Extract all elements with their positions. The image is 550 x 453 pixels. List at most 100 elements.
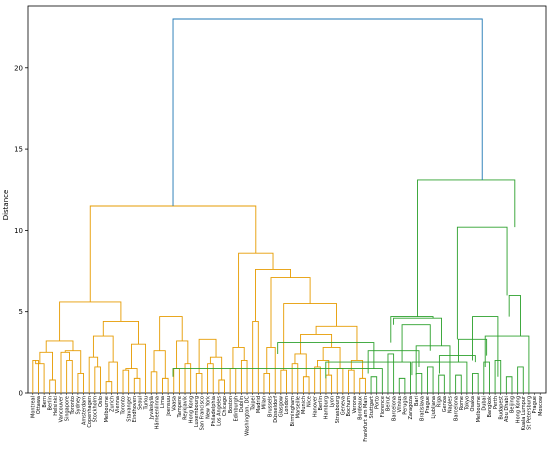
dendrogram-link [176,340,189,369]
dendrogram-link [350,360,364,379]
dendrogram-links [32,18,530,393]
dendrogram-link [172,368,383,393]
leaf-label: Bochum [346,396,352,417]
dendrogram-link [159,316,183,351]
dendrogram-link [198,338,217,374]
leaf-label: Helsinki [53,396,59,416]
leaf-label: Naples [448,396,454,413]
dendrogram-link [484,335,530,393]
leaf-label: Geneva [341,396,347,415]
leaf-labels: Montreal Ottawa Bern Berlin Helsinki Vancouve… [31,393,544,442]
dendrogram-link [398,377,406,393]
leaf-label: Luxembourg [194,396,200,427]
leaf-label: Beirut [386,396,392,411]
leaf-label: Jyväskylä [149,396,155,420]
leaf-label: Berlin [318,396,324,411]
leaf-label: Zaragoza [408,396,414,420]
leaf-label: Perth [493,396,499,409]
dendrogram-link [291,363,299,393]
leaf-label: Verona [352,396,358,413]
leaf-label: Riga [436,396,442,407]
leaf-label: London [284,396,290,414]
dendrogram-link [300,334,333,354]
y-tick-label: 0 [19,390,23,398]
dendrogram-link [390,316,434,343]
y-tick-label: 5 [19,308,23,316]
leaf-label: Hanover [312,395,318,417]
leaf-label: Chicago [222,396,228,416]
dendrogram-link [317,360,330,376]
dendrogram-link [483,361,490,393]
dendrogram-link [315,325,358,361]
leaf-label: St Petersburg [527,396,533,430]
dendrogram-link [336,368,344,393]
leaf-label: Stockholm [93,396,99,422]
dendrogram-link [472,373,479,393]
dendrogram-link [195,373,203,393]
leaf-label: Seoul [138,396,144,410]
dendrogram-link [266,347,276,393]
leaf-label: Boston [228,396,234,413]
y-axis-title: Distance [2,190,10,221]
dendrogram-link [60,351,70,393]
dendrogram-link [207,363,214,393]
dendrogram-link [232,347,245,369]
dendrogram-link [322,347,341,369]
leaf-label: Milan [262,396,268,409]
leaf-label: Los Angeles [217,396,223,426]
dendrogram-link [238,252,274,348]
leaf-label: Washington, DC [245,395,251,435]
dendrogram-link [153,350,166,379]
leaf-label: Bern [42,396,48,408]
leaf-label: Stuttgart [369,396,375,419]
leaf-label: Perugia [403,396,409,415]
dendrogram-link [64,350,82,374]
leaf-label: Philadelphia [211,396,217,426]
dendrogram-link [102,321,139,345]
dendrogram-link [277,342,375,369]
leaf-label: Prague [532,396,538,413]
leaf-label: Prague [425,396,431,413]
leaf-label: Glasgow [279,396,285,417]
leaf-label: Moscow [538,396,544,416]
dendrogram-link [173,368,180,393]
dendrogram-link [240,360,248,393]
leaf-label: Zurich [109,396,115,412]
dendrogram-link [108,361,118,393]
leaf-label: Marseille [295,396,301,418]
dendrogram-link [88,356,99,393]
leaf-label: Lyon [329,396,335,408]
dendrogram-link [367,350,420,374]
leaf-label: Vancouver [59,395,65,422]
leaf-label: Bari [414,396,420,406]
leaf-label: Bratislava [419,396,425,421]
dendrogram-link [122,369,130,393]
dendrogram-link [252,321,259,393]
leaf-label: Amsterdam [81,396,87,425]
leaf-label: Rome [459,396,465,410]
dendrogram-link [401,324,431,363]
leaf-label: Toronto [70,396,76,415]
leaf-label: Birmingham [290,396,296,427]
leaf-label: Berlin [47,396,53,411]
leaf-label: Vaasa [171,396,177,411]
dendrogram-link [77,373,85,393]
dendrogram-link [508,294,521,337]
leaf-label: Osaka [470,396,476,411]
dendrogram-link [263,373,271,393]
leaf-label: Joensuu [166,396,172,417]
leaf-label: Toronto [121,396,127,415]
dendrogram-link [184,363,192,393]
leaf-label: Reykjavik [183,396,189,420]
dendrogram-link [162,377,169,393]
leaf-label: Barcelona [391,396,397,421]
dendrogram-link [472,316,499,377]
leaf-label: Madrid [256,396,262,413]
leaf-label: Dublin [239,396,245,412]
dendrogram-link [359,377,366,393]
dendrogram-link [393,317,442,346]
dendrogram-link [280,369,287,393]
leaf-label: Genoa [442,396,448,412]
leaf-label: Ottawa [36,396,42,414]
